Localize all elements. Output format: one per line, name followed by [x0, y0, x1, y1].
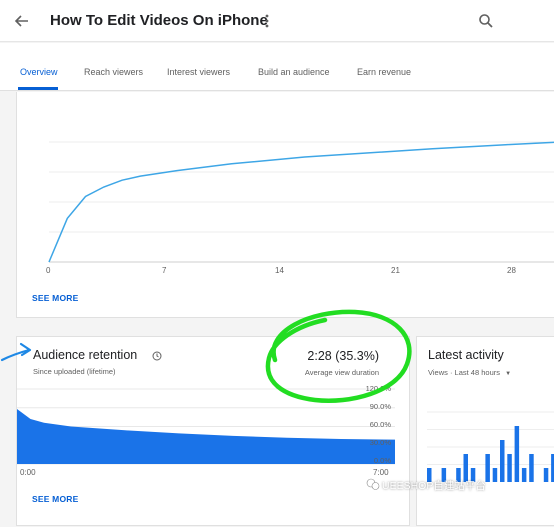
activity-bar: [463, 454, 468, 482]
analytics-tabs: Overview Reach viewers Interest viewers …: [0, 43, 554, 91]
see-more-button[interactable]: SEE MORE: [32, 494, 79, 504]
activity-bar: [500, 440, 505, 482]
tab-interest-viewers[interactable]: Interest viewers: [167, 67, 231, 77]
arrow-left-icon[interactable]: [12, 11, 32, 31]
video-title: How To Edit Videos On iPhone: [50, 12, 268, 29]
activity-bar: [427, 468, 432, 482]
activity-bar: [485, 454, 490, 482]
tab-earn-revenue[interactable]: Earn revenue: [357, 67, 412, 77]
tab-build-audience[interactable]: Build an audience: [258, 67, 330, 77]
latest-activity-card: Latest activity Views · Last 48 hours ▼: [416, 336, 554, 526]
x-end-label: 7:00: [373, 468, 389, 477]
retention-area: [17, 409, 395, 464]
activity-bar: [470, 468, 476, 482]
views-line: [48, 141, 554, 263]
retention-title: Audience retention: [33, 348, 138, 362]
audience-retention-card: Audience retention Since uploaded (lifet…: [16, 336, 410, 526]
activity-bar: [492, 468, 498, 482]
x-tick-label: 0: [46, 266, 51, 275]
activity-bar: [551, 454, 554, 482]
activity-bar: [521, 468, 527, 482]
see-more-button[interactable]: SEE MORE: [32, 293, 79, 303]
average-view-duration-label: Average view duration: [304, 368, 379, 377]
more-vert-icon[interactable]: [262, 11, 272, 31]
y-tick-label: 90.0%: [369, 402, 391, 411]
watermark-text: UEESHOP自建站平台: [382, 480, 486, 492]
y-tick-label: 30.0%: [369, 438, 391, 447]
annotation-arrow-icon: [0, 342, 32, 362]
activity-bar: [507, 454, 512, 482]
x-tick-label: 14: [275, 266, 284, 275]
activity-bar: [441, 468, 447, 482]
activity-bar: [514, 426, 520, 482]
search-icon[interactable]: [477, 12, 495, 30]
activity-bar: [529, 454, 534, 482]
average-view-duration-value: 2:28 (35.3%): [307, 349, 379, 363]
caret-down-icon: ▼: [505, 371, 512, 377]
activity-bar: [543, 468, 549, 482]
x-tick-label: 21: [391, 266, 400, 275]
views-chart-card: 0 7 14 21 28 SEE MORE: [16, 92, 554, 318]
activity-period-dropdown[interactable]: Views · Last 48 hours ▼: [428, 368, 511, 377]
watermark-logo-icon: [366, 478, 380, 490]
clock-icon[interactable]: [152, 351, 162, 361]
activity-bar-chart: [427, 411, 554, 482]
activity-title: Latest activity: [428, 348, 504, 362]
y-tick-label: 60.0%: [369, 420, 391, 429]
activity-subtitle: Views · Last 48 hours: [428, 368, 500, 377]
retention-area-chart: [17, 388, 395, 465]
activity-bar: [456, 468, 461, 482]
x-start-label: 0:00: [20, 468, 36, 477]
top-app-bar: How To Edit Videos On iPhone: [0, 0, 554, 42]
tab-overview[interactable]: Overview: [20, 67, 58, 77]
active-tab-indicator: [18, 87, 58, 90]
x-tick-label: 28: [507, 266, 516, 275]
views-line-chart: [48, 141, 554, 263]
y-tick-label: 0.0%: [373, 456, 391, 465]
tab-reach-viewers[interactable]: Reach viewers: [84, 67, 144, 77]
annotation-circle-icon: [265, 309, 412, 403]
x-tick-label: 7: [162, 266, 167, 275]
retention-subtitle: Since uploaded (lifetime): [33, 367, 116, 376]
